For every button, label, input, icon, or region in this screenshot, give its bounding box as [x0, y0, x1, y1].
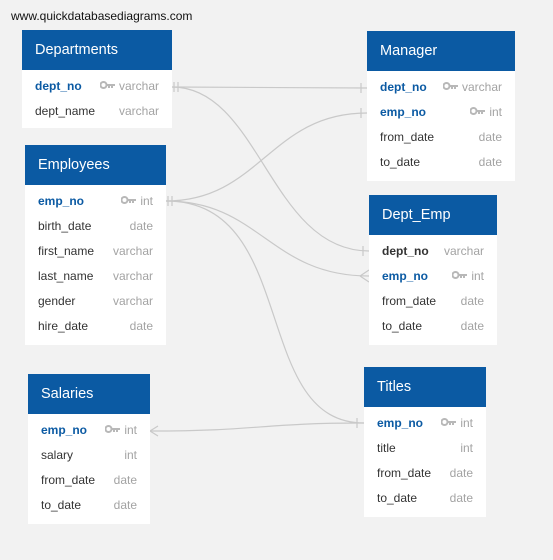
- table-employees[interactable]: Employees emp_no int birth_date date fir…: [25, 145, 166, 345]
- table-title: Dept_Emp: [369, 195, 497, 235]
- key-icon: [469, 99, 486, 124]
- table-title: Titles: [364, 367, 486, 407]
- key-icon: [442, 74, 458, 99]
- link-employees-manager: [165, 112, 368, 202]
- table-manager[interactable]: Manager dept_no varchar emp_no int from_…: [367, 31, 515, 181]
- link-employees-titles: [165, 200, 365, 424]
- field-row: title int: [377, 441, 473, 455]
- field-row: last_name varchar: [38, 269, 153, 283]
- field-row: emp_no int: [28, 418, 150, 443]
- field-row: salary int: [41, 448, 137, 462]
- key-icon: [120, 188, 137, 213]
- field-row: emp_no int: [25, 189, 166, 214]
- field-row: to_date date: [377, 491, 473, 505]
- link-departments-deptemp: [171, 86, 370, 252]
- link-salaries-titles: [149, 422, 365, 432]
- field-row: from_date date: [377, 466, 473, 480]
- field-row: dept_no varchar: [382, 244, 484, 258]
- link-departments-manager: [171, 86, 368, 89]
- field-row: emp_no int: [369, 264, 497, 289]
- field-row: from_date date: [382, 294, 484, 308]
- field-row: dept_no varchar: [22, 74, 172, 99]
- table-title: Salaries: [28, 374, 150, 414]
- field-row: to_date date: [380, 155, 502, 169]
- field-row: emp_no int: [367, 100, 515, 125]
- table-title: Employees: [25, 145, 166, 185]
- field-row: dept_name varchar: [35, 104, 159, 118]
- table-salaries[interactable]: Salaries emp_no int salary int from_date…: [28, 374, 150, 524]
- field-row: first_name varchar: [38, 244, 153, 258]
- table-title: Manager: [367, 31, 515, 71]
- field-row: to_date date: [382, 319, 484, 333]
- field-row: dept_no varchar: [367, 75, 515, 100]
- field-row: from_date date: [41, 473, 137, 487]
- field-row: hire_date date: [38, 319, 153, 333]
- field-row: emp_no int: [364, 411, 486, 436]
- field-row: from_date date: [380, 130, 502, 144]
- key-icon: [99, 73, 115, 98]
- table-dept-emp[interactable]: Dept_Emp dept_no varchar emp_no int from…: [369, 195, 497, 345]
- table-departments[interactable]: Departments dept_no varchar dept_name va…: [22, 30, 172, 128]
- key-icon: [104, 417, 121, 442]
- link-employees-deptemp: [165, 200, 370, 277]
- key-icon: [451, 263, 468, 288]
- table-title: Departments: [22, 30, 172, 70]
- site-url: www.quickdatabasediagrams.com: [11, 9, 193, 23]
- field-row: to_date date: [41, 498, 137, 512]
- field-row: gender varchar: [38, 294, 153, 308]
- key-icon: [440, 410, 457, 435]
- field-row: birth_date date: [38, 219, 153, 233]
- table-titles[interactable]: Titles emp_no int title int from_date da…: [364, 367, 486, 517]
